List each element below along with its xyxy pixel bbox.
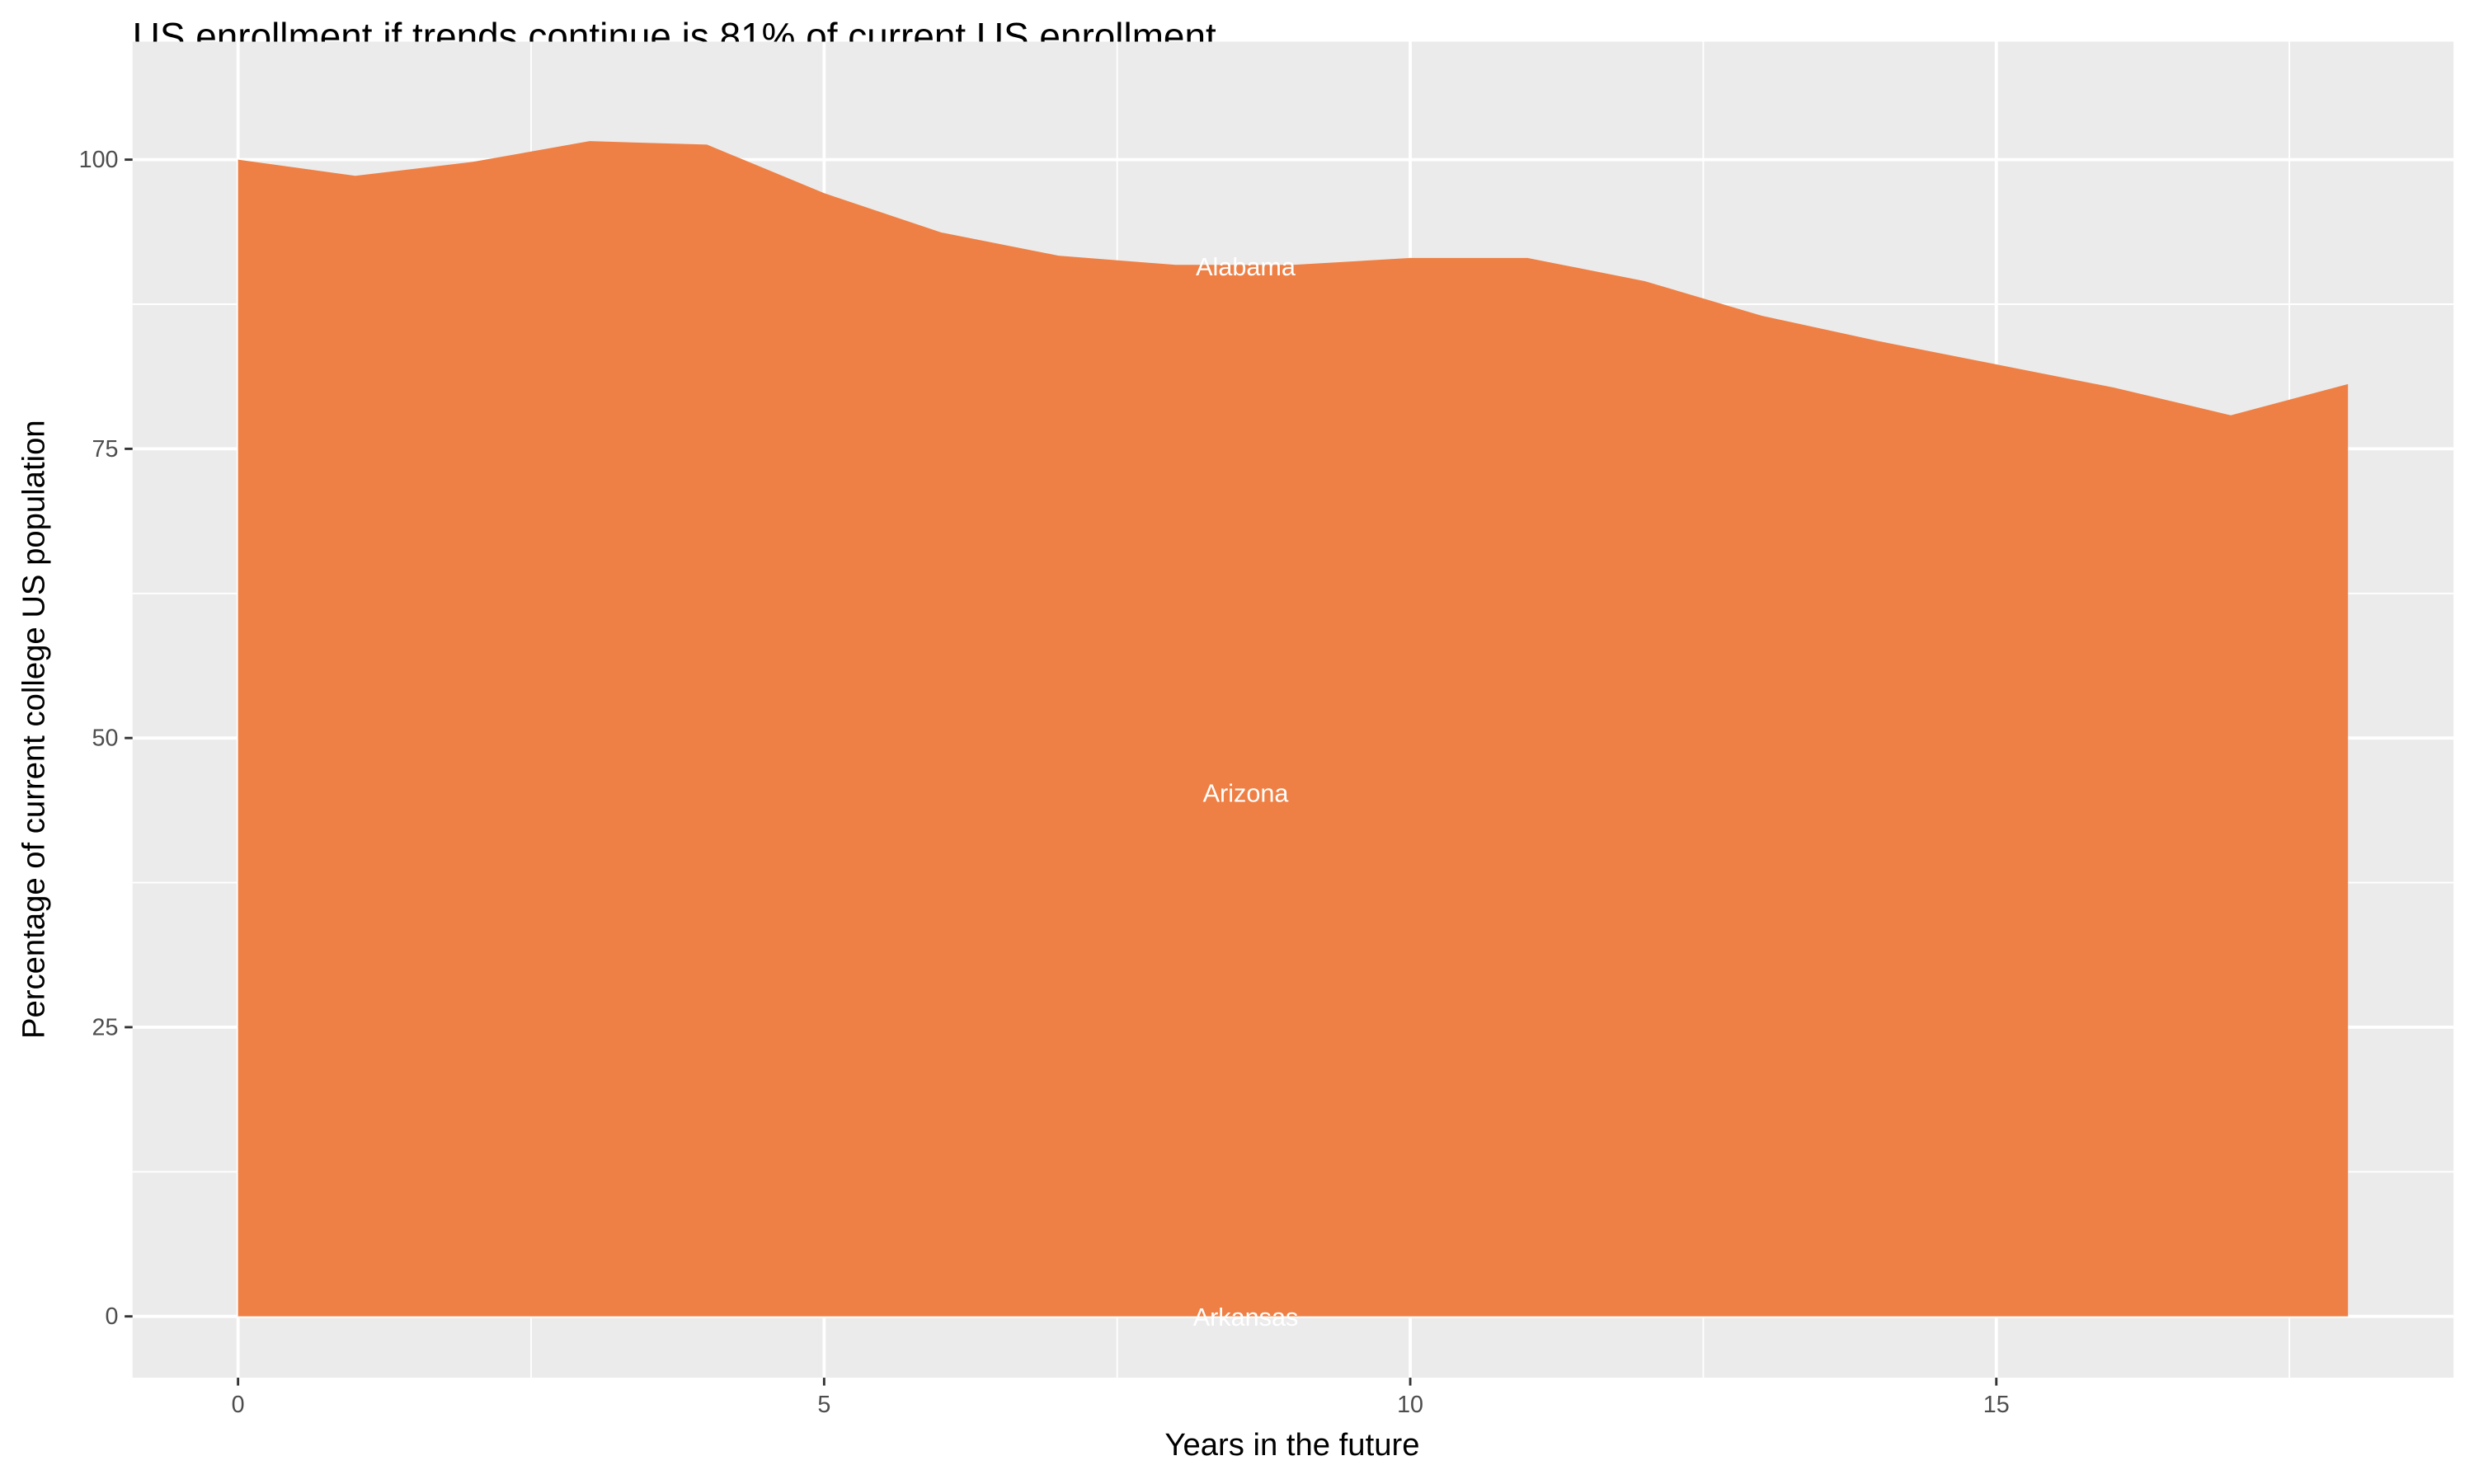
y-axis-title: Percentage of current college US populat… bbox=[16, 420, 52, 1039]
area-series bbox=[238, 141, 2349, 1317]
x-tick-label: 10 bbox=[1397, 1392, 1423, 1418]
y-tick-label: 100 bbox=[79, 147, 119, 173]
x-axis: 0 5 10 15 bbox=[232, 1378, 2010, 1418]
x-tick-label: 15 bbox=[1983, 1392, 2010, 1418]
x-tick-label: 5 bbox=[817, 1392, 830, 1418]
y-tick-label: 75 bbox=[92, 436, 119, 463]
x-tick-label: 0 bbox=[232, 1392, 245, 1418]
y-tick-label: 0 bbox=[106, 1303, 119, 1330]
area-label: Arkansas bbox=[1193, 1303, 1299, 1331]
area-label: Arizona bbox=[1203, 780, 1290, 808]
x-axis-title: Years in the future bbox=[1164, 1427, 1419, 1463]
area-labels: Alabama Arizona Arkansas bbox=[1193, 253, 1299, 1331]
y-axis: 0 25 50 75 100 bbox=[79, 147, 133, 1330]
y-tick-label: 50 bbox=[92, 726, 119, 752]
y-tick-label: 25 bbox=[92, 1014, 119, 1040]
area-label: Alabama bbox=[1196, 253, 1296, 281]
